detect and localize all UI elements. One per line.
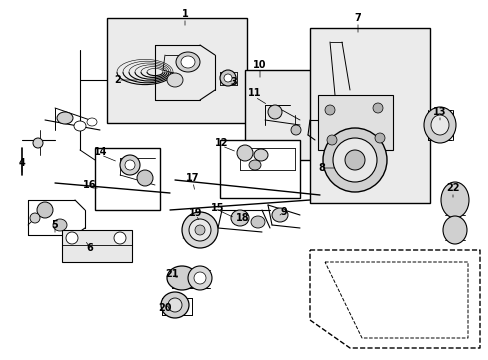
Ellipse shape [345, 150, 364, 170]
Ellipse shape [267, 105, 282, 119]
Ellipse shape [332, 138, 376, 182]
Bar [317, 95, 392, 150]
Text: 15: 15 [211, 203, 224, 213]
Ellipse shape [253, 149, 267, 161]
Ellipse shape [430, 115, 448, 135]
Ellipse shape [30, 213, 40, 223]
Text: 7: 7 [354, 13, 361, 23]
Ellipse shape [168, 298, 182, 312]
Bar [95, 148, 160, 210]
Bar [220, 140, 299, 198]
Text: 3: 3 [230, 77, 237, 87]
Ellipse shape [161, 292, 189, 318]
Ellipse shape [176, 52, 200, 72]
Ellipse shape [187, 266, 212, 290]
Ellipse shape [374, 133, 384, 143]
Ellipse shape [182, 212, 218, 248]
Ellipse shape [57, 112, 73, 124]
Text: 1: 1 [181, 9, 188, 19]
Bar [62, 230, 132, 262]
Text: 20: 20 [158, 303, 171, 313]
Text: 8: 8 [318, 163, 325, 173]
Ellipse shape [37, 202, 53, 218]
Text: 6: 6 [86, 243, 93, 253]
Text: 10: 10 [253, 60, 266, 70]
Text: 14: 14 [94, 147, 107, 157]
Ellipse shape [326, 135, 336, 145]
Text: 4: 4 [19, 158, 25, 168]
Text: 22: 22 [446, 183, 459, 193]
Text: 18: 18 [236, 213, 249, 223]
Ellipse shape [323, 128, 386, 192]
Ellipse shape [33, 138, 43, 148]
Ellipse shape [167, 73, 183, 87]
Ellipse shape [224, 74, 231, 82]
Ellipse shape [189, 219, 210, 241]
Text: 21: 21 [165, 269, 179, 279]
Text: 5: 5 [52, 220, 58, 230]
Ellipse shape [137, 170, 153, 186]
Ellipse shape [181, 56, 195, 68]
Bar [107, 18, 246, 123]
Text: 9: 9 [280, 207, 287, 217]
Text: 2: 2 [114, 75, 121, 85]
Ellipse shape [53, 219, 67, 231]
Ellipse shape [250, 216, 264, 228]
Text: 13: 13 [432, 107, 446, 117]
Text: 16: 16 [83, 180, 97, 190]
Ellipse shape [87, 118, 97, 126]
Ellipse shape [167, 266, 197, 290]
Ellipse shape [230, 210, 248, 226]
Text: 12: 12 [215, 138, 228, 148]
Text: 11: 11 [248, 88, 261, 98]
Ellipse shape [114, 232, 126, 244]
Ellipse shape [372, 103, 382, 113]
Ellipse shape [440, 182, 468, 218]
Ellipse shape [442, 216, 466, 244]
Ellipse shape [120, 155, 140, 175]
Ellipse shape [248, 160, 261, 170]
Text: 17: 17 [186, 173, 199, 183]
Ellipse shape [125, 160, 135, 170]
Ellipse shape [290, 125, 301, 135]
Ellipse shape [220, 70, 236, 86]
Ellipse shape [66, 232, 78, 244]
Ellipse shape [74, 121, 86, 131]
Ellipse shape [195, 225, 204, 235]
Ellipse shape [237, 145, 252, 161]
Text: 19: 19 [189, 208, 203, 218]
Ellipse shape [325, 105, 334, 115]
Ellipse shape [194, 272, 205, 284]
Ellipse shape [423, 107, 455, 143]
Bar [309, 28, 429, 203]
Ellipse shape [271, 208, 287, 222]
Bar [244, 70, 325, 160]
